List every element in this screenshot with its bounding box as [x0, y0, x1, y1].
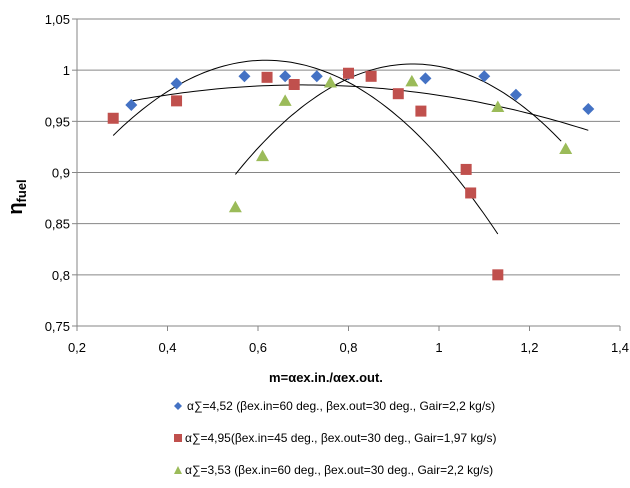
data-points: [107, 67, 595, 281]
point-square: [392, 88, 404, 100]
y-tick-label: 0,95: [45, 114, 70, 129]
axes: [72, 18, 621, 331]
point-triangle: [491, 100, 505, 113]
trend-lines: [112, 59, 589, 235]
point-diamond: [310, 70, 323, 83]
point-square: [460, 163, 472, 175]
point-triangle: [405, 74, 419, 87]
trend-line-2: [112, 59, 499, 235]
legend-item-2: α∑=4,95(βex.in=45 deg., βex.out=30 deg.,…: [174, 431, 497, 445]
y-tick-label: 1: [63, 63, 70, 78]
legend-item-1: α∑=4,52 (βex.in=60 deg., βex.out=30 deg.…: [174, 399, 495, 413]
y-tick-label: 0,9: [52, 166, 70, 181]
x-tick-label: 1,2: [520, 340, 538, 355]
y-tick-label: 0,75: [45, 319, 70, 334]
x-axis-label: m=αex.in./αex.out.: [269, 370, 383, 385]
point-triangle: [559, 142, 573, 154]
y-axis-label-main: η: [5, 202, 27, 214]
legend-marker-diamond: [174, 402, 182, 410]
legend-label-1: α∑=4,52 (βex.in=60 deg., βex.out=30 deg.…: [187, 399, 495, 413]
y-tick-label: 0,8: [52, 268, 70, 283]
trend-line-1: [131, 84, 589, 131]
point-square: [343, 67, 354, 79]
point-square: [365, 70, 377, 82]
point-diamond: [125, 98, 138, 111]
point-square: [107, 112, 119, 124]
point-diamond: [478, 70, 491, 83]
x-tick-label: 0,4: [158, 340, 176, 355]
point-square: [492, 269, 504, 281]
point-diamond: [509, 88, 522, 101]
y-axis-label: ηfuel: [5, 179, 29, 214]
point-triangle: [323, 75, 337, 88]
x-tick-label: 0,2: [68, 340, 86, 355]
y-tick-label: 1,05: [45, 12, 70, 27]
legend-item-3: α∑=3,53 (βex.in=60 deg., βex.out=30 deg.…: [174, 463, 493, 477]
x-tick-label: 0,8: [339, 340, 357, 355]
point-square: [415, 105, 427, 117]
point-triangle: [278, 94, 292, 106]
legend-label-2: α∑=4,95(βex.in=45 deg., βex.out=30 deg.,…: [185, 431, 497, 445]
legend: α∑=4,52 (βex.in=60 deg., βex.out=30 deg.…: [174, 399, 497, 477]
trend-line-3: [235, 63, 562, 175]
point-triangle: [228, 200, 242, 213]
point-diamond: [170, 77, 183, 90]
grid-lines: [77, 18, 620, 276]
tick-labels: 0,75 0,8 0,85 0,9 0,95 1 1,05 0,2 0,4 0,6 0,8 1 1,2 1…: [45, 12, 629, 355]
legend-marker-triangle: [174, 466, 182, 474]
x-tick-label: 1: [435, 340, 442, 355]
point-diamond: [238, 70, 251, 83]
point-square: [261, 71, 273, 83]
point-diamond: [419, 72, 432, 85]
x-tick-label: 0,6: [249, 340, 267, 355]
legend-marker-square: [174, 434, 182, 442]
point-diamond: [582, 103, 595, 116]
point-diamond: [279, 70, 292, 83]
point-square: [288, 78, 300, 90]
y-axis-label-sub: fuel: [14, 179, 29, 202]
point-triangle: [256, 149, 270, 162]
point-square: [465, 187, 477, 199]
legend-label-3: α∑=3,53 (βex.in=60 deg., βex.out=30 deg.…: [185, 463, 493, 477]
y-tick-label: 0,85: [45, 217, 70, 232]
point-square: [171, 95, 183, 107]
x-tick-label: 1,4: [611, 340, 629, 355]
